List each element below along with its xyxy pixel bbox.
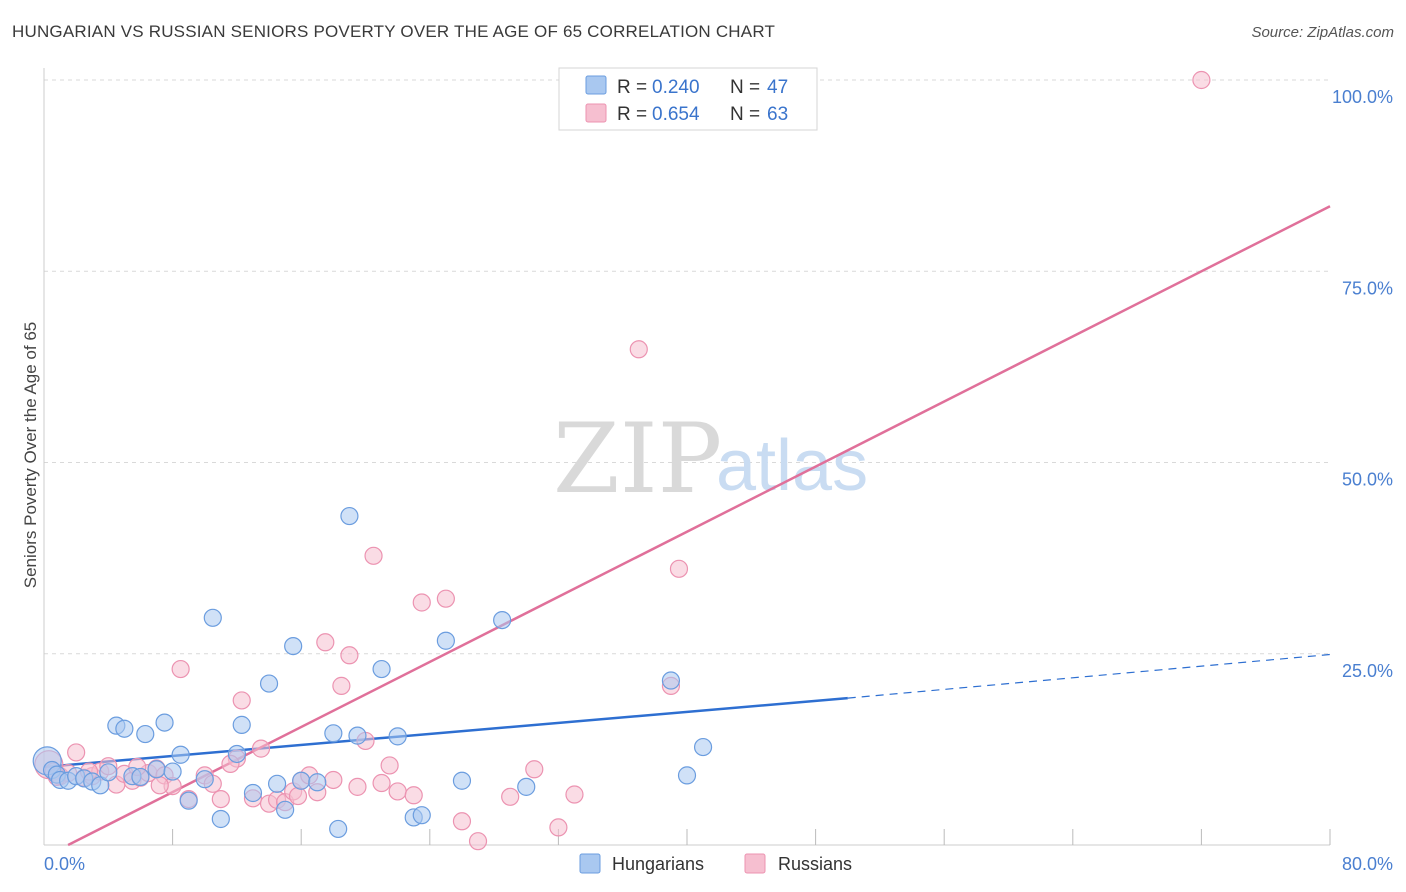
russians-point-51 [565, 785, 584, 804]
legend-swatch-russians [585, 103, 607, 123]
bottom-legend: Hungarians Russians [579, 853, 852, 874]
legend: R = 0.240 N = 47 R = 0.654 N = 63 [558, 67, 818, 131]
russians-trend-line [67, 205, 1331, 847]
russians-point-42 [388, 782, 407, 801]
hungarians-point-11 [115, 719, 134, 738]
chart-title: HUNGARIAN VS RUSSIAN SENIORS POVERTY OVE… [12, 22, 776, 41]
data-points [32, 70, 1211, 851]
y-axis-label: Seniors Poverty Over the Age of 65 [21, 322, 40, 588]
legend-r-label-2: R = [617, 104, 647, 125]
russians-point-43 [404, 786, 423, 805]
bottom-legend-hungarians: Hungarians [612, 854, 704, 874]
hungarians-point-40 [436, 631, 455, 650]
russians-point-25 [251, 739, 271, 758]
russians-point-34 [324, 770, 343, 790]
y-tick-label-0: 100.0% [1332, 87, 1393, 107]
hungarians-point-15 [147, 760, 166, 779]
bottom-legend-russians: Russians [778, 854, 852, 874]
hungarians-point-8 [91, 776, 110, 795]
russians-point-40 [372, 773, 391, 793]
x-tick-label-1: 80.0% [1342, 854, 1393, 874]
russians-point-46 [452, 812, 472, 831]
russians-point-36 [340, 646, 359, 665]
hungarians-point-30 [292, 771, 311, 790]
hungarians-point-26 [259, 674, 279, 693]
hungarians-point-16 [155, 713, 174, 732]
hungarians-point-46 [693, 737, 713, 757]
hungarians-point-37 [388, 727, 407, 746]
source-label: Source: ZipAtlas.com [1251, 24, 1394, 41]
hungarians-point-29 [284, 636, 303, 656]
russians-point-21 [211, 789, 230, 809]
hungarians-trend-line [43, 696, 848, 769]
legend-n-label-2: N = [730, 104, 760, 125]
hungarians-point-17 [163, 762, 182, 781]
hungarians-point-13 [131, 767, 150, 787]
russians-point-39 [364, 546, 383, 565]
russians-point-47 [468, 832, 488, 851]
russians-point-23 [232, 691, 251, 710]
hungarians-point-23 [227, 744, 246, 764]
watermark-atlas: atlas [716, 426, 868, 506]
tick-labels: 100.0% 75.0% 50.0% 25.0% 0.0% 80.0% [44, 87, 1393, 874]
hungarians-point-9 [99, 763, 118, 782]
hungarians-point-19 [179, 791, 198, 810]
legend-n-label-1: N = [730, 77, 760, 98]
hungarians-point-32 [324, 724, 343, 743]
hungarians-point-41 [452, 771, 472, 790]
russians-point-41 [380, 756, 399, 775]
bottom-legend-swatch-hungarians [579, 853, 601, 874]
legend-r-value-1: 0.240 [652, 77, 700, 98]
y-tick-label-3: 25.0% [1342, 661, 1393, 681]
hungarians-point-35 [348, 726, 367, 745]
russians-point-44 [412, 593, 431, 612]
russians-point-33 [316, 633, 335, 652]
legend-n-value-2: 63 [767, 104, 788, 125]
y-tick-label-2: 50.0% [1342, 470, 1393, 490]
russians-point-4 [67, 743, 86, 762]
russians-point-35 [332, 676, 351, 695]
russians-point-17 [171, 659, 190, 679]
russians-point-45 [436, 589, 455, 608]
watermark-zip: ZIP [553, 403, 722, 515]
hungarians-point-24 [232, 715, 251, 734]
hungarians-point-27 [267, 774, 287, 793]
russians-point-54 [669, 559, 689, 578]
russians-point-52 [629, 340, 648, 359]
hungarians-point-21 [203, 608, 222, 627]
russians-point-49 [525, 760, 544, 779]
legend-r-value-2: 0.654 [652, 104, 700, 125]
legend-r-label-1: R = [617, 77, 647, 98]
hungarians-point-44 [661, 671, 681, 690]
hungarians-point-39 [412, 806, 431, 825]
russians-point-48 [501, 787, 520, 806]
axes [43, 68, 1331, 846]
hungarians-point-33 [329, 819, 348, 839]
x-tick-label-0: 0.0% [44, 854, 85, 874]
hungarians-point-31 [308, 773, 327, 792]
russians-point-60 [150, 776, 169, 795]
hungarians-point-28 [276, 800, 295, 819]
hungarians-point-34 [340, 506, 359, 526]
russians-point-37 [348, 777, 367, 796]
hungarians-point-45 [677, 766, 697, 785]
hungarians-point-42 [493, 610, 512, 630]
hungarians-point-36 [372, 659, 391, 679]
russians-point-50 [549, 818, 568, 837]
hungarians-point-20 [195, 770, 214, 789]
hungarians-point-22 [211, 809, 230, 829]
watermark: ZIP atlas [553, 403, 868, 515]
hungarians-point-14 [136, 724, 155, 744]
hungarians-trend-extension [847, 653, 1331, 699]
russians-point-62 [288, 786, 308, 806]
hungarians-point-18 [171, 745, 190, 764]
y-tick-label-1: 75.0% [1342, 278, 1393, 298]
hungarians-point-43 [517, 777, 536, 796]
legend-swatch-hungarians [585, 75, 607, 95]
russians-point-56 [1192, 70, 1211, 90]
hungarians-point-25 [243, 783, 263, 803]
bottom-legend-swatch-russians [744, 853, 766, 874]
legend-n-value-1: 47 [767, 77, 788, 98]
